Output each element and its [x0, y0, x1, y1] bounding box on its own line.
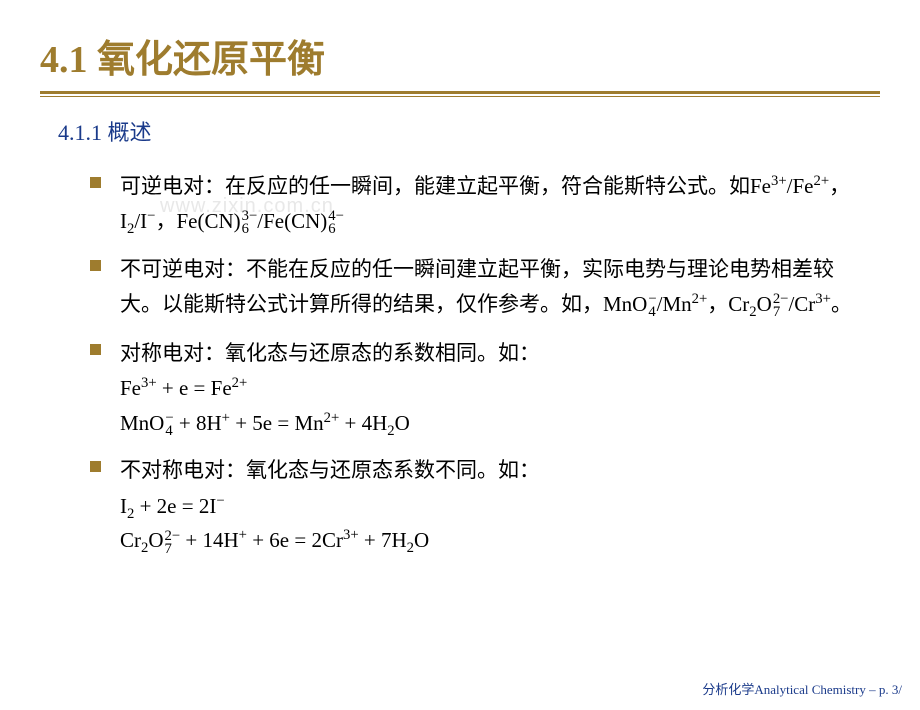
bullet-icon: [90, 461, 101, 472]
item-text: 对称电对：氧化态与还原态的系数相同。如：: [120, 336, 860, 371]
title-rule: [40, 91, 880, 97]
bullet-item: 对称电对：氧化态与还原态的系数相同。如： Fe3+ + e = Fe2+ MnO…: [120, 336, 860, 440]
slide-title: 4.1 氧化还原平衡: [40, 28, 880, 83]
content-area: 可逆电对：在反应的任一瞬间，能建立起平衡，符合能斯特公式。如Fe3+/Fe2+，…: [120, 169, 860, 557]
bullet-item: 不可逆电对：不能在反应的任一瞬间建立起平衡，实际电势与理论电势相差较大。以能斯特…: [120, 252, 860, 321]
slide: www.zixin.com.cn 4.1 氧化还原平衡 4.1.1 概述 可逆电…: [0, 0, 920, 710]
item-lead: 不对称电对：氧化态与还原态系数不同。如：: [120, 458, 540, 482]
inline-formula: Cr2O2−7/Cr3+: [728, 292, 831, 316]
item-lead: 对称电对：氧化态与还原态的系数相同。如：: [120, 341, 540, 365]
bullet-item: 可逆电对：在反应的任一瞬间，能建立起平衡，符合能斯特公式。如Fe3+/Fe2+，…: [120, 169, 860, 238]
bullet-icon: [90, 344, 101, 355]
equation: I2 + 2e = 2I−: [120, 490, 860, 523]
item-text: 不可逆电对：不能在反应的任一瞬间建立起平衡，实际电势与理论电势相差较大。以能斯特…: [120, 252, 860, 321]
inline-formula: MnO−4/Mn2+: [603, 292, 707, 316]
bullet-icon: [90, 260, 101, 271]
bullet-item: 不对称电对：氧化态与还原态系数不同。如： I2 + 2e = 2I− Cr2O2…: [120, 453, 860, 557]
inline-formula: Fe(CN)3−6/Fe(CN)4−6: [176, 209, 343, 233]
item-text: 可逆电对：在反应的任一瞬间，能建立起平衡，符合能斯特公式。如Fe3+/Fe2+，…: [120, 169, 860, 238]
item-text: 不对称电对：氧化态与还原态系数不同。如：: [120, 453, 860, 488]
equation: Fe3+ + e = Fe2+: [120, 372, 860, 405]
equation: MnO−4 + 8H+ + 5e = Mn2+ + 4H2O: [120, 407, 860, 440]
equation: Cr2O2−7 + 14H+ + 6e = 2Cr3+ + 7H2O: [120, 524, 860, 557]
item-lead: 可逆电对：在反应的任一瞬间，能建立起平衡，符合能斯特公式。如: [120, 174, 750, 198]
inline-formula: I2/I−: [120, 209, 155, 233]
bullet-icon: [90, 177, 101, 188]
inline-formula: Fe3+/Fe2+: [750, 174, 829, 198]
subsection-heading: 4.1.1 概述: [58, 115, 880, 147]
footer-text: 分析化学Analytical Chemistry – p. 3/: [702, 679, 902, 698]
